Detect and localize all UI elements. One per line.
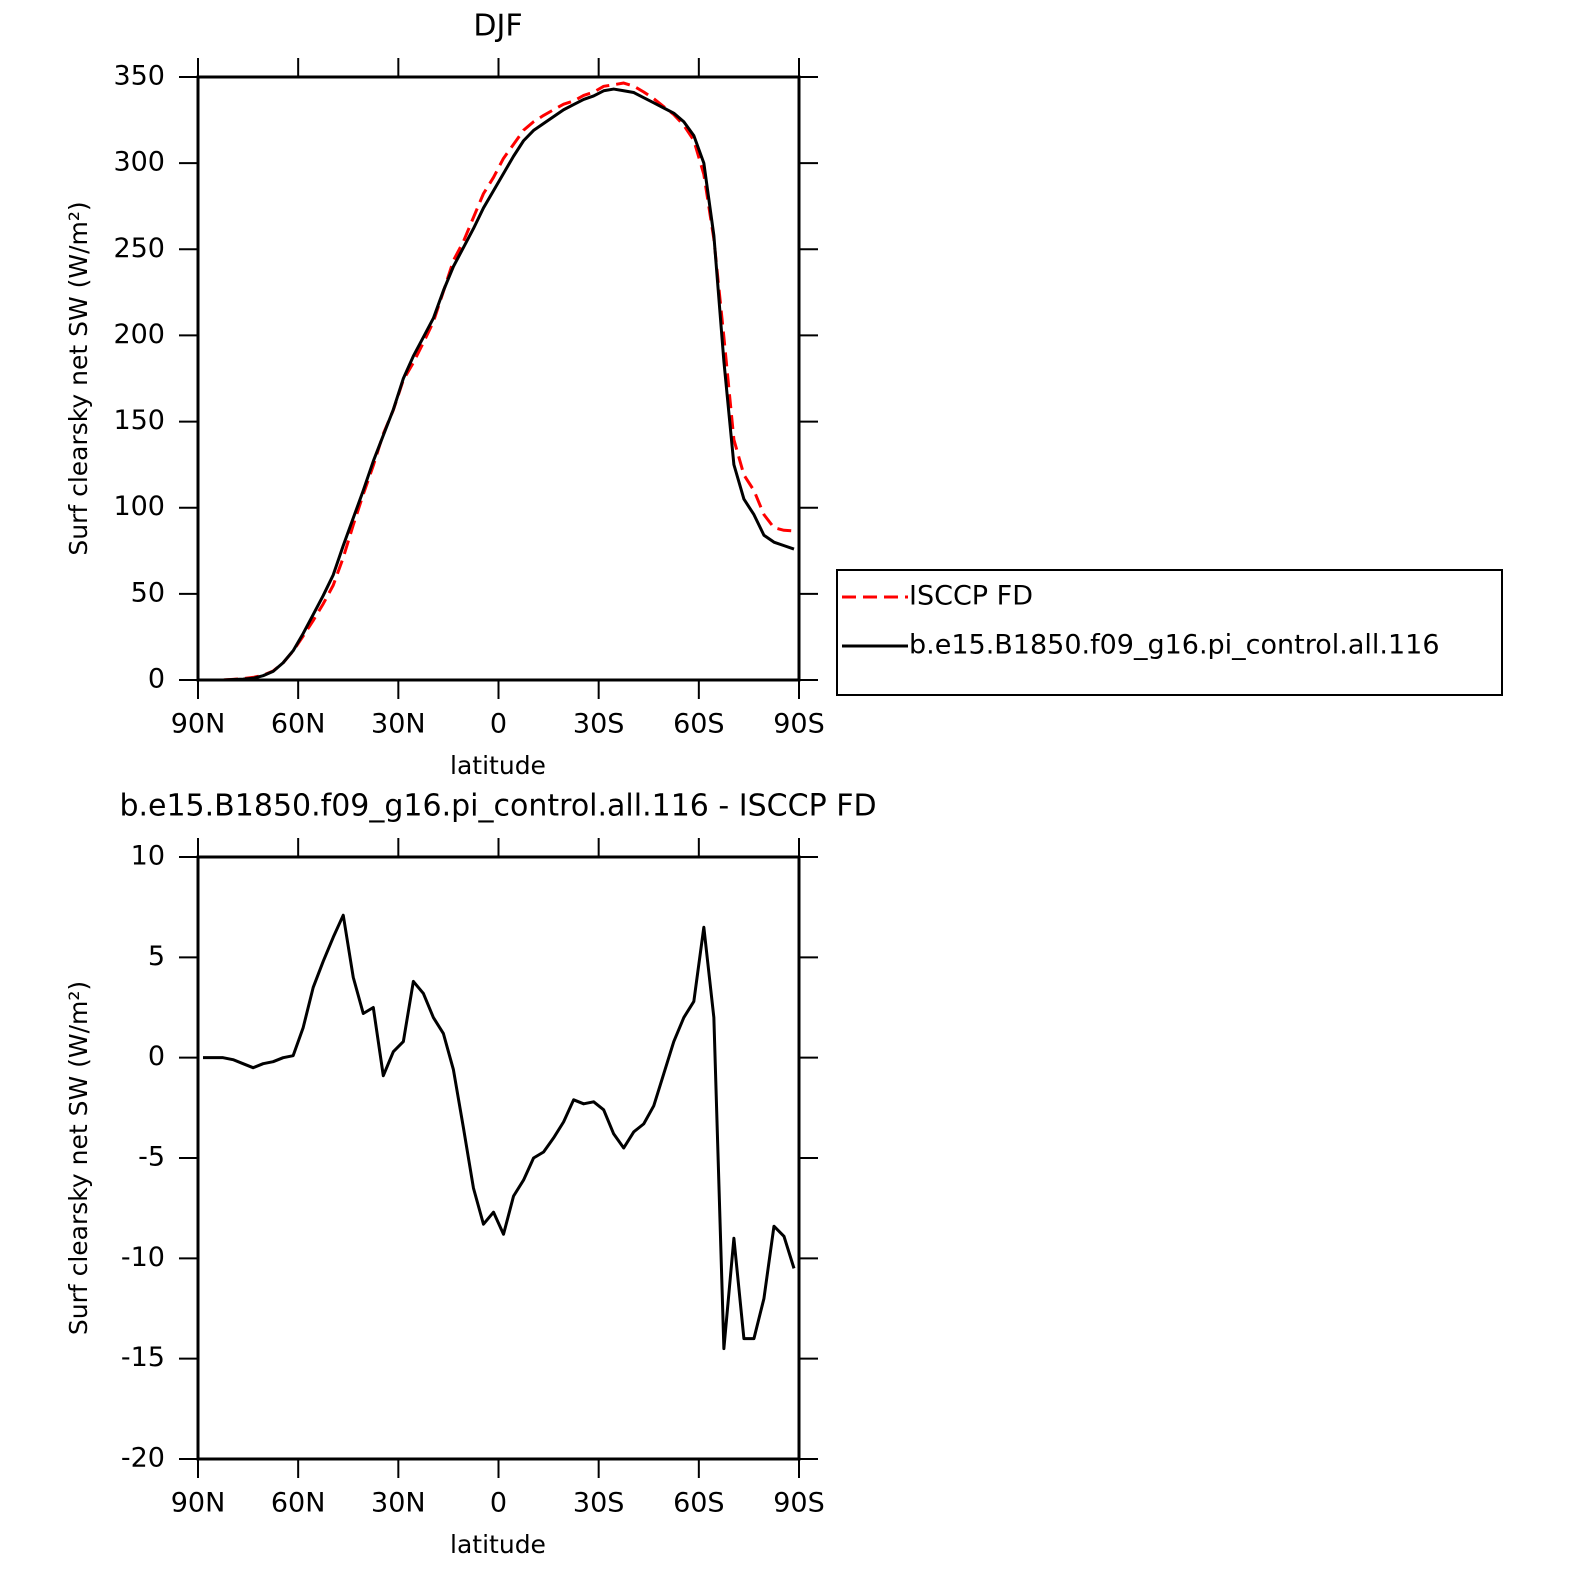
y-tick-label: 0 <box>148 664 165 695</box>
y-tick-label: 200 <box>113 319 165 350</box>
x-axis-label: latitude <box>450 1530 546 1559</box>
x-tick-label: 60S <box>673 1488 725 1519</box>
y-axis-label: Surf clearsky net SW (W/m²) <box>64 981 93 1335</box>
plot-frame <box>196 75 801 682</box>
y-tick-label: 250 <box>113 233 165 264</box>
y-tick-label: 300 <box>113 147 165 178</box>
y-axis-label: Surf clearsky net SW (W/m²) <box>64 201 93 555</box>
x-tick-label: 60N <box>271 1488 326 1519</box>
x-axis-label: latitude <box>450 751 546 780</box>
y-tick-label: 350 <box>113 61 165 92</box>
chart-title: DJF <box>473 9 522 44</box>
legend-box <box>836 569 1503 696</box>
y-tick-label: 50 <box>131 577 165 608</box>
y-tick-label: -15 <box>121 1342 165 1373</box>
chart-title: b.e15.B1850.f09_g16.pi_control.all.116 -… <box>119 789 876 824</box>
legend-label: b.e15.B1850.f09_g16.pi_control.all.116 <box>909 630 1440 661</box>
y-tick-label: -10 <box>121 1242 165 1273</box>
y-tick-label: 0 <box>148 1041 165 1072</box>
y-tick-label: -5 <box>138 1142 165 1173</box>
x-tick-label: 90N <box>171 709 226 740</box>
legend-label: ISCCP FD <box>909 581 1033 612</box>
y-tick-label: 150 <box>113 405 165 436</box>
x-tick-label: 60N <box>271 709 326 740</box>
plot-frame <box>196 855 801 1461</box>
x-tick-label: 30N <box>371 709 426 740</box>
y-tick-label: 5 <box>148 941 165 972</box>
data-line <box>203 913 796 1351</box>
x-tick-label: 90S <box>773 1488 825 1519</box>
x-tick-label: 0 <box>490 709 507 740</box>
x-tick-label: 30S <box>573 1488 625 1519</box>
y-tick-label: 100 <box>113 491 165 522</box>
x-tick-label: 30S <box>573 709 625 740</box>
x-tick-label: 90N <box>171 1488 226 1519</box>
x-tick-label: 60S <box>673 709 725 740</box>
y-tick-label: 10 <box>131 841 165 872</box>
x-tick-label: 0 <box>490 1488 507 1519</box>
data-line <box>203 87 795 682</box>
x-tick-label: 30N <box>371 1488 426 1519</box>
y-tick-label: -20 <box>121 1443 165 1474</box>
x-tick-label: 90S <box>773 709 825 740</box>
